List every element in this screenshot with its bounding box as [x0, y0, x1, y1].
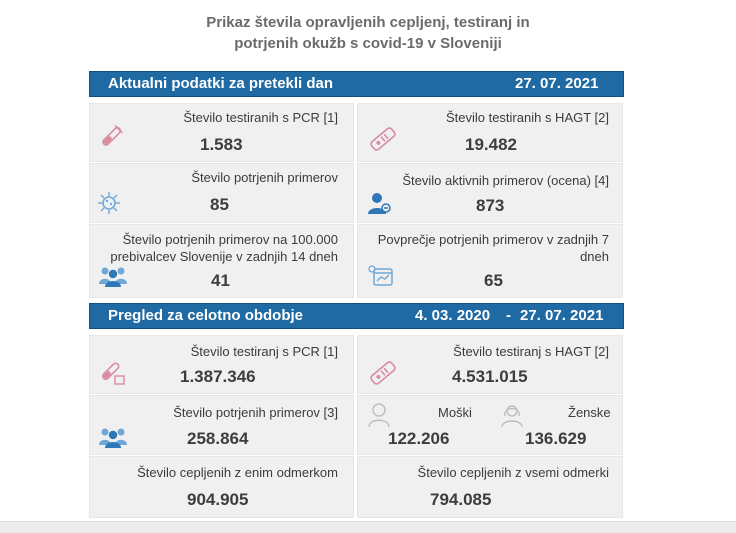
per-100k-label-line-2: prebivalcev Slovenije v zadnjih 14 dneh	[110, 249, 338, 264]
male-value: 122.206	[388, 429, 450, 448]
male-label: Moški	[438, 405, 472, 420]
confirmed-total-value: 258.864	[187, 429, 249, 448]
vacc-one-dose-label: Število cepljenih z enim odmerkom	[137, 465, 338, 480]
avg7-label-line-1: Povprečje potrjenih primerov v zadnjih 7	[377, 232, 609, 247]
confirmed-label: Število potrjenih primerov	[191, 170, 338, 185]
card-gender: Moški 122.206 Ženske 136.629	[357, 395, 623, 455]
current-date: 27. 07. 2021	[515, 75, 599, 92]
avg7-value: 65	[484, 271, 503, 290]
group-icon	[99, 267, 127, 287]
overall-section-header: Pregled za celotno obdobje 4. 03. 2020 -…	[89, 303, 624, 329]
card-hagt-total: Število testiranj s HAGT [2] 4.531.015	[357, 335, 623, 394]
active-label: Število aktivnih primerov (ocena) [4]	[402, 173, 609, 188]
overall-date-to: 27. 07. 2021	[520, 307, 604, 324]
current-section-header: Aktualni podatki za pretekli dan 27. 07.…	[89, 71, 624, 97]
title-line-1: Prikaz števila opravljenih cepljenj, tes…	[206, 14, 530, 31]
page-title: Prikaz števila opravljenih cepljenj, tes…	[0, 12, 736, 54]
card-confirmed-total: Število potrjenih primerov [3] 258.864	[89, 395, 354, 455]
rapid-test-icon	[370, 127, 396, 151]
pcr-tested-label: Število testiranih s PCR [1]	[183, 110, 338, 125]
vacc-full-value: 794.085	[430, 490, 492, 509]
active-value: 873	[476, 196, 505, 215]
card-confirmed: Število potrjenih primerov 85	[89, 163, 354, 223]
rapid-test-icon	[370, 361, 396, 385]
card-vacc-one-dose: Število cepljenih z enim odmerkom 904.90…	[89, 456, 354, 518]
test-tube-icon	[101, 362, 125, 385]
bottom-scroll-area	[0, 521, 736, 533]
per-100k-value: 41	[211, 271, 230, 290]
pcr-total-value: 1.387.346	[180, 367, 256, 386]
overall-header-label: Pregled za celotno obdobje	[108, 307, 304, 324]
vacc-full-label: Število cepljenih z vsemi odmerki	[417, 465, 609, 480]
hagt-tested-label: Število testiranih s HAGT [2]	[445, 110, 609, 125]
test-tube-icon	[102, 125, 123, 146]
card-avg7: Povprečje potrjenih primerov v zadnjih 7…	[357, 224, 623, 298]
pcr-tested-value: 1.583	[200, 135, 243, 154]
male-icon	[368, 403, 390, 428]
card-pcr-tested: Število testiranih s PCR [1] 1.583	[89, 103, 354, 162]
current-header-label: Aktualni podatki za pretekli dan	[108, 75, 334, 92]
overall-date-dash: -	[506, 307, 511, 324]
female-icon	[501, 405, 523, 428]
title-line-2: potrjenih okužb s covid-19 v Sloveniji	[234, 35, 502, 52]
card-pcr-total: Število testiranj s PCR [1] 1.387.346	[89, 335, 354, 394]
pcr-total-label: Število testiranj s PCR [1]	[190, 344, 338, 359]
card-vacc-full: Število cepljenih z vsemi odmerki 794.08…	[357, 456, 623, 518]
person-icon	[368, 193, 391, 214]
vacc-one-dose-value: 904.905	[187, 490, 249, 509]
female-label: Ženske	[568, 405, 611, 420]
card-active: Število aktivnih primerov (ocena) [4] 87…	[357, 163, 623, 223]
per-100k-label-line-1: Število potrjenih primerov na 100.000	[122, 232, 338, 247]
avg7-label-line-2: dneh	[580, 249, 609, 264]
confirmed-value: 85	[210, 195, 229, 214]
virus-icon	[98, 192, 120, 214]
overall-date-from: 4. 03. 2020	[415, 307, 491, 324]
confirmed-total-label: Število potrjenih primerov [3]	[173, 405, 338, 420]
hagt-tested-value: 19.482	[465, 135, 517, 154]
group-icon	[99, 428, 127, 448]
calendar-chart-icon	[368, 265, 393, 286]
hagt-total-value: 4.531.015	[452, 367, 528, 386]
per-100k-label: Število potrjenih primerov na 100.000 pr…	[110, 231, 338, 265]
avg7-label: Povprečje potrjenih primerov v zadnjih 7…	[378, 231, 609, 265]
card-hagt-tested: Število testiranih s HAGT [2] 19.482	[357, 103, 623, 162]
card-per-100k: Število potrjenih primerov na 100.000 pr…	[89, 224, 354, 298]
hagt-total-label: Število testiranj s HAGT [2]	[453, 344, 609, 359]
female-value: 136.629	[525, 429, 587, 448]
